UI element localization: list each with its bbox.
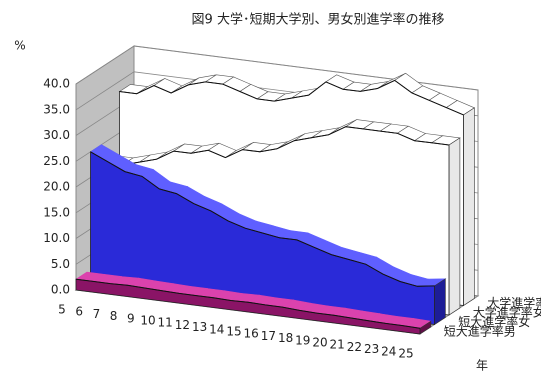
chart-title: 図9 大学･短期大学別、男女別進学率の推移 [192,12,445,28]
x-tick-label: 6 [75,305,83,319]
y-tick-label: 5.0 [51,257,70,271]
x-tick-label: 25 [398,347,413,361]
x-axis-label: 年 [476,359,488,373]
grid-line [75,45,479,91]
x-tick-label: 17 [261,329,276,343]
legend-label: 短大進学率女 [458,314,530,329]
x-tick-label: 19 [295,333,310,347]
x-tick-label: 13 [192,320,207,334]
x-tick-label: 12 [175,318,190,332]
y-tick-label: 15.0 [43,205,70,219]
x-tick-label: 10 [140,314,155,328]
x-tick-label: 7 [93,307,101,321]
y-tick-label: 20.0 [43,180,70,194]
y-tick-label: 40.0 [43,77,70,91]
x-tick-label: 20 [312,336,327,350]
y-tick-label: 35.0 [43,102,70,116]
y-axis-label: % [14,39,25,53]
y-tick-label: 25.0 [43,154,70,168]
x-tick-label: 15 [226,325,241,339]
ribbon-end [434,278,446,326]
series-line [75,278,421,329]
series-line [104,126,450,166]
legend-label: 大学進学率男 [487,295,541,310]
ribbon-end [448,137,461,316]
x-tick-label: 5 [58,303,66,317]
x-tick-label: 21 [330,338,345,352]
x-tick-label: 14 [209,322,224,336]
x-tick-label: 8 [110,309,118,323]
y-tick-label: 0.0 [51,283,70,297]
series-line [119,79,464,116]
legend-label: 大学進学率女 [473,305,541,320]
x-tick-label: 23 [364,342,379,356]
legend-label: 短大進学率男 [444,324,516,339]
ribbon-end [463,107,475,307]
x-tick-label: 22 [347,340,362,354]
x-tick-label: 11 [158,316,173,330]
series-line [90,151,435,287]
x-tick-label: 24 [381,344,396,358]
y-tick-label: 30.0 [43,128,70,142]
x-tick-label: 16 [244,327,259,341]
y-tick-label: 10.0 [43,231,70,245]
x-tick-label: 18 [278,331,293,345]
x-tick-label: 9 [127,311,135,325]
